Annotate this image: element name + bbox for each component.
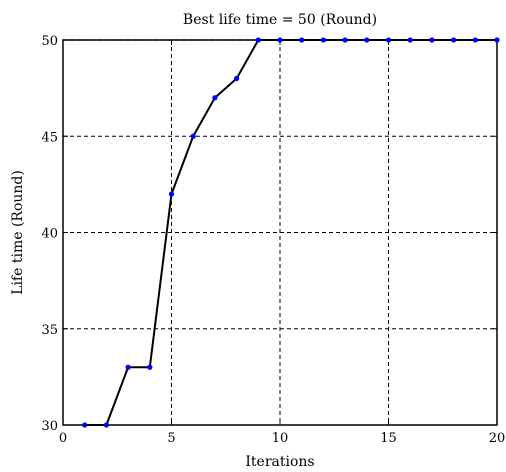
data-point [320, 37, 326, 43]
data-point [147, 364, 153, 370]
data-point [364, 37, 370, 43]
x-tick-label: 0 [59, 431, 67, 446]
data-point [190, 133, 196, 139]
axis-ticks: 0 5 10 15 20 30 35 40 45 50 [41, 34, 505, 446]
data-point [299, 37, 305, 43]
y-tick-label: 45 [41, 130, 58, 145]
x-tick-label: 5 [167, 431, 175, 446]
x-tick-label: 10 [272, 431, 289, 446]
y-tick-label: 30 [41, 419, 58, 434]
data-point [82, 422, 88, 428]
series-line [84, 39, 497, 426]
data-point [451, 37, 457, 43]
data-point [255, 37, 261, 43]
y-tick-label: 50 [41, 34, 58, 49]
data-point [212, 95, 218, 101]
data-point [494, 37, 500, 43]
y-tick-label: 40 [41, 227, 58, 242]
y-tick-label: 35 [41, 323, 58, 338]
data-point [125, 364, 131, 370]
data-point [385, 37, 392, 43]
data-point [342, 37, 348, 43]
data-point [168, 191, 175, 197]
x-tick-label: 20 [489, 431, 506, 446]
chart-title: Best life time = 50 (Round) [183, 12, 377, 28]
data-point [277, 37, 283, 43]
data-point [429, 37, 435, 43]
data-point [234, 75, 240, 82]
data-point [103, 422, 109, 428]
x-axis-label: Iterations [245, 454, 314, 470]
data-point [472, 37, 478, 43]
data-point [407, 37, 413, 43]
x-tick-label: 15 [380, 431, 397, 446]
y-axis-label: Life time (Round) [10, 170, 26, 295]
series [82, 37, 500, 428]
